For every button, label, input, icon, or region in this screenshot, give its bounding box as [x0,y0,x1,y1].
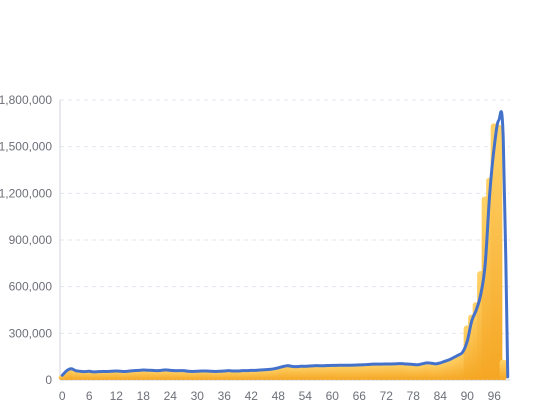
x-tick-label: 0 [59,389,66,403]
x-tick-label: 36 [218,389,232,403]
bar-series [58,123,507,380]
line-series [60,110,510,379]
x-tick-label: 72 [380,389,394,403]
x-tick-label: 30 [191,389,205,403]
y-tick-label: 900,000 [9,233,53,247]
x-tick-label: 24 [164,389,178,403]
x-tick-label: 84 [434,389,448,403]
x-tick-label: 12 [110,389,124,403]
x-tick-label: 42 [245,389,259,403]
x-tick-label: 78 [407,389,421,403]
y-tick-label: 300,000 [9,326,53,340]
y-tick-label: 0 [45,373,52,387]
y-tick-label: 600,000 [9,280,53,294]
y-tick-label: 1,500,000 [0,140,52,154]
x-tick-label: 90 [461,389,475,403]
series-line [60,110,510,379]
x-tick-label: 48 [272,389,286,403]
y-tick-label: 1,200,000 [0,186,52,200]
x-tick-label: 96 [488,389,502,403]
x-tick-label: 18 [137,389,151,403]
x-axis: 0 6 12 18 24 30 36 42 48 54 60 66 72 78 84 90 96 [59,379,510,403]
bar [499,359,507,380]
x-tick-label: 54 [299,389,313,403]
x-tick-label: 66 [353,389,367,403]
x-tick-label: 6 [86,389,93,403]
grid [60,99,510,334]
bar [495,124,503,380]
y-axis: 0 300,000 600,000 900,000 1,200,000 1,500,000… [0,93,61,387]
x-tick-label: 60 [326,389,340,403]
y-tick-label: 1,800,000 [0,93,52,107]
